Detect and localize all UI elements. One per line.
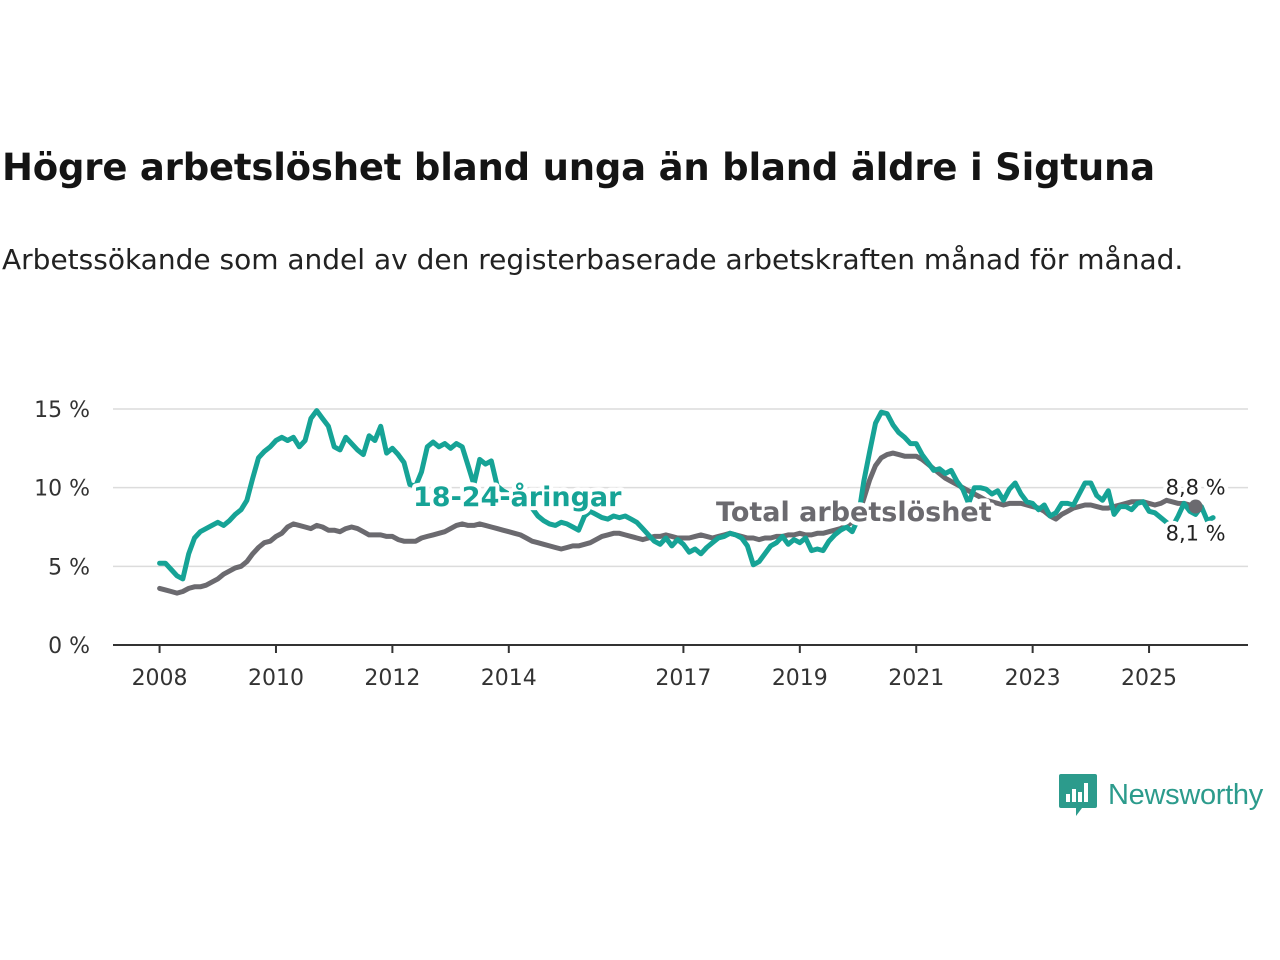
x-tick-label: 2017 [655, 666, 711, 691]
x-tick-label: 2014 [481, 666, 537, 691]
series-line-0 [157, 450, 1199, 596]
series-label-18-24: 18-24-åringar [413, 481, 622, 513]
newsworthy-logo-icon [1059, 774, 1097, 816]
x-tick-label: 2012 [364, 666, 420, 691]
x-axis-ticks: 2008 2010 2012 2014 2017 2019 2021 2023 2025 [132, 645, 1177, 691]
end-label-total: 8,8 % [1166, 476, 1226, 500]
y-tick-label: 5 % [48, 555, 90, 580]
brand-name: Newsworthy [1108, 778, 1263, 811]
series-line-1 [157, 408, 1216, 582]
chart-subtitle: Arbetssökande som andel av den registerb… [2, 243, 1184, 276]
series-label-total: Total arbetslöshet [716, 497, 992, 528]
y-tick-label: 10 % [34, 477, 90, 502]
y-axis-ticks: 0 % 5 % 10 % 15 % [34, 398, 90, 659]
line-chart: 0 %5 %10 %15 % 2008 2010 2012 2014 2017 2019 2… [34, 398, 1248, 691]
y-tick-label: 0 % [48, 634, 90, 659]
gridlines [113, 408, 1248, 568]
newsworthy-brand: Newsworthy [1058, 772, 1263, 818]
x-tick-label: 2010 [248, 666, 304, 691]
series-lines [157, 408, 1216, 596]
x-tick-label: 2023 [1005, 666, 1061, 691]
y-tick-label: 15 % [34, 398, 90, 423]
series-labels: Total arbetslöshet 18-24-åringar 8,8 % 8,1 … [409, 472, 1230, 550]
chart-title: Högre arbetslöshet bland unga än bland ä… [2, 146, 1155, 189]
x-tick-label: 2021 [888, 666, 944, 691]
end-label-18-24: 8,1 % [1166, 522, 1226, 546]
end-point-total [1188, 499, 1203, 514]
x-tick-label: 2025 [1121, 666, 1177, 691]
x-tick-label: 2008 [132, 666, 188, 691]
x-tick-label: 2019 [772, 666, 828, 691]
